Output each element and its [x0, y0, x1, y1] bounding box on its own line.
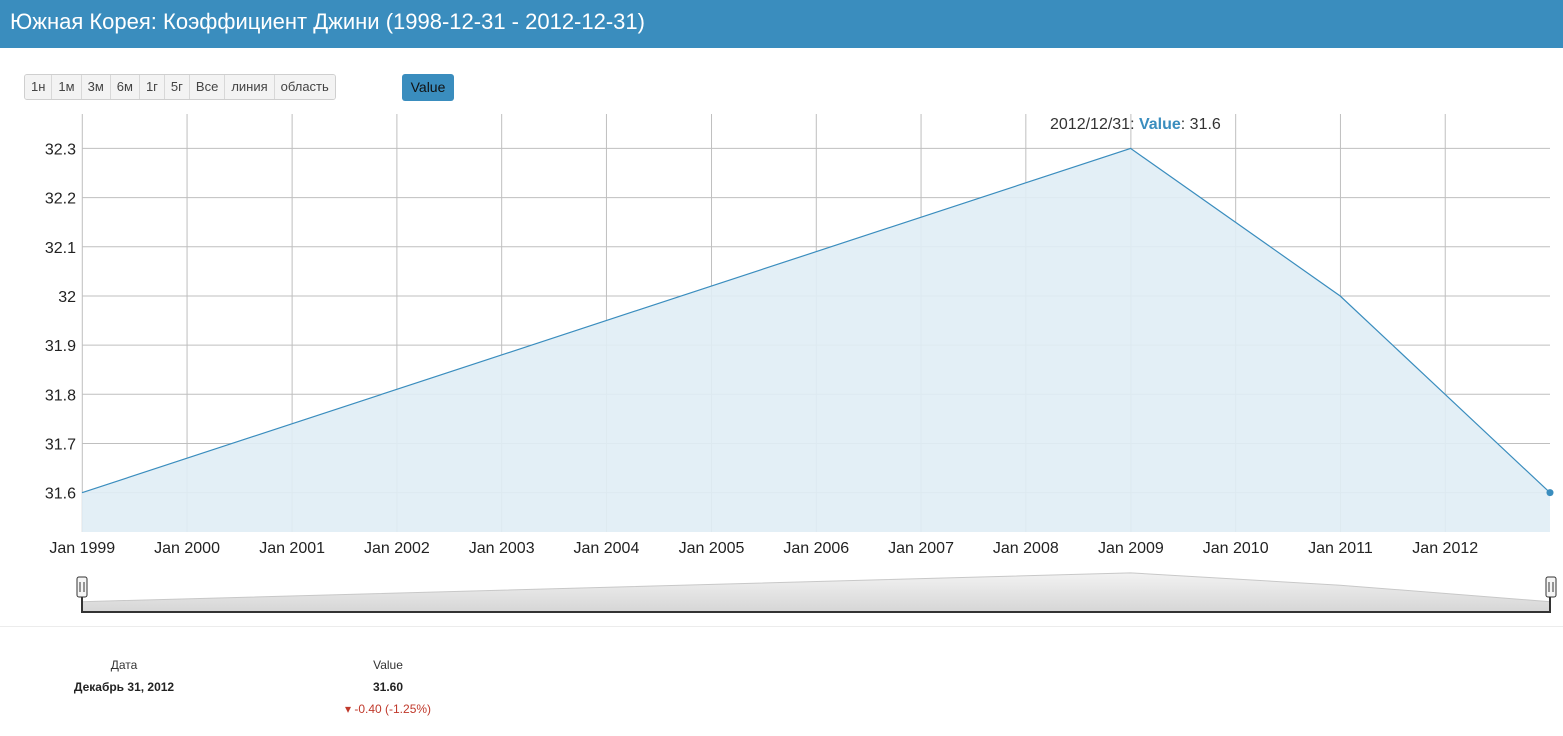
navigator-right-handle[interactable] — [1545, 576, 1557, 598]
x-tick-label: Jan 2008 — [993, 540, 1059, 557]
tooltip-value: 31.6 — [1190, 116, 1221, 133]
range-all-button[interactable]: Все — [189, 75, 226, 99]
tooltip-colon-2: : — [1181, 116, 1190, 133]
down-triangle-icon: ▾ — [344, 702, 351, 716]
series-points — [1546, 489, 1554, 497]
range-selector: 1н 1м 3м 6м 1г 5г Все линия область — [24, 74, 336, 100]
x-tick-label: Jan 2011 — [1308, 540, 1373, 557]
tooltip-date: 2012/12/31 — [1050, 116, 1130, 133]
summary-change-text: -0.40 (-1.25%) — [354, 702, 432, 716]
summary-value: 31.60 — [372, 680, 404, 694]
x-axis-labels: Jan 1999 Jan 2000 Jan 2001 Jan 2002 Jan 2003… — [49, 540, 1478, 557]
navigator-left-handle[interactable] — [76, 576, 88, 598]
range-1-year-button[interactable]: 1г — [139, 75, 165, 99]
x-tick-label: Jan 2007 — [888, 540, 954, 557]
area-mode-button[interactable]: область — [274, 75, 335, 99]
x-tick-label: Jan 2010 — [1203, 540, 1269, 557]
range-6-months-button[interactable]: 6м — [110, 75, 140, 99]
hover-tooltip: 2012/12/31: Value: 31.6 — [1050, 116, 1221, 133]
summary-value-column: Value 31.60 ▾ -0.40 (-1.25%) — [328, 658, 448, 716]
x-tick-label: Jan 2012 — [1412, 540, 1478, 557]
summary-date-header: Дата — [110, 658, 138, 672]
range-navigator[interactable] — [0, 560, 1563, 620]
x-tick-label: Jan 2009 — [1098, 540, 1164, 557]
y-tick-label: 31.7 — [45, 436, 76, 453]
series-toggle-button[interactable]: Value — [402, 74, 454, 101]
y-tick-label: 32.2 — [45, 191, 76, 208]
x-tick-label: Jan 2000 — [154, 540, 220, 557]
y-tick-label: 32.1 — [45, 240, 76, 257]
y-axis-labels: 31.6 31.7 31.8 31.9 32 32.1 32.2 32.3 — [45, 141, 76, 502]
summary-date-column: Дата Декабрь 31, 2012 — [54, 658, 194, 694]
x-tick-label: Jan 2003 — [469, 540, 535, 557]
summary-divider — [0, 626, 1563, 627]
y-tick-label: 32.3 — [45, 141, 76, 158]
series-area — [82, 148, 1550, 532]
x-tick-label: Jan 2005 — [679, 540, 745, 557]
tooltip-colon-1: : — [1130, 116, 1139, 133]
range-1-month-button[interactable]: 1м — [52, 75, 82, 99]
x-tick-label: Jan 2006 — [783, 540, 849, 557]
page-title: Южная Корея: Коэффициент Джини (1998-12-… — [0, 0, 1563, 48]
tooltip-series: Value — [1139, 116, 1181, 133]
y-tick-label: 31.6 — [45, 486, 76, 503]
summary-date-value: Декабрь 31, 2012 — [73, 680, 175, 694]
range-1-week-button[interactable]: 1н — [25, 75, 53, 99]
navigator-area — [81, 572, 1551, 613]
x-tick-label: Jan 2002 — [364, 540, 430, 557]
y-tick-label: 31.9 — [45, 338, 76, 355]
y-tick-label: 32 — [58, 289, 76, 306]
x-tick-label: Jan 2004 — [574, 540, 640, 557]
hover-point-marker — [1546, 489, 1554, 497]
summary-change: ▾ -0.40 (-1.25%) — [328, 702, 448, 716]
range-3-months-button[interactable]: 3м — [81, 75, 111, 99]
x-tick-label: Jan 2001 — [259, 540, 325, 557]
y-tick-label: 31.8 — [45, 387, 76, 404]
range-5-years-button[interactable]: 5г — [164, 75, 190, 99]
x-tick-label: Jan 1999 — [49, 540, 115, 557]
line-mode-button[interactable]: линия — [225, 75, 275, 99]
series-line — [81, 147, 1551, 494]
summary-value-header: Value — [373, 658, 403, 672]
